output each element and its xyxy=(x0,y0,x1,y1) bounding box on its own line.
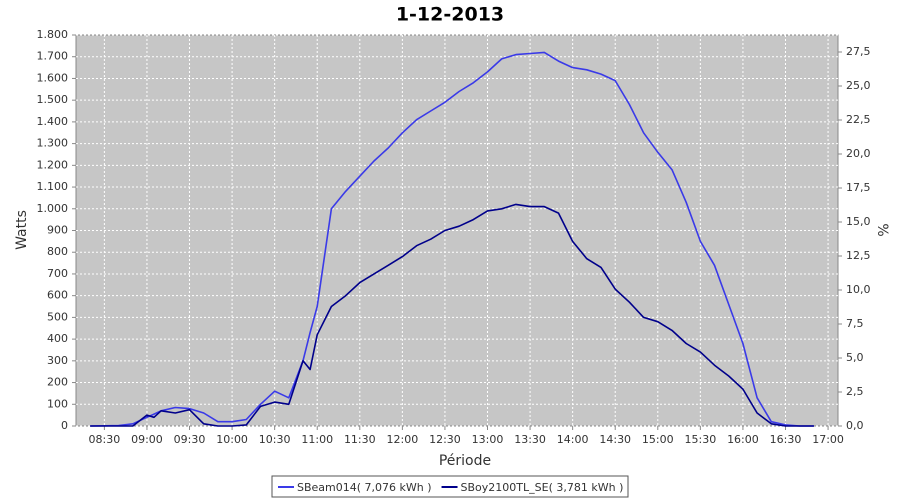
y-tick-label: 1.100 xyxy=(37,180,69,193)
x-axis-label: Période xyxy=(439,453,491,469)
y-tick-label: 500 xyxy=(47,310,68,323)
y-tick-label: 1.200 xyxy=(37,158,69,171)
y2-tick-label: 25,0 xyxy=(846,79,871,92)
y2-tick-label: 15,0 xyxy=(846,215,871,228)
y-tick-label: 100 xyxy=(47,397,68,410)
y2-tick-label: 5,0 xyxy=(846,351,864,364)
x-tick-label: 08:30 xyxy=(89,433,121,446)
y-tick-label: 1.600 xyxy=(37,71,69,84)
y2-tick-label: 2,5 xyxy=(846,385,864,398)
x-tick-label: 12:30 xyxy=(429,433,461,446)
x-tick-label: 13:30 xyxy=(514,433,546,446)
x-tick-label: 10:00 xyxy=(216,433,248,446)
x-tick-label: 15:00 xyxy=(642,433,674,446)
y-tick-label: 700 xyxy=(47,267,68,280)
y2-tick-label: 22,5 xyxy=(846,113,871,126)
x-tick-label: 09:30 xyxy=(174,433,206,446)
series-line xyxy=(90,203,814,427)
y-tick-label: 1.700 xyxy=(37,50,69,63)
legend-label: SBoy2100TL_SE( 3,781 kWh ) xyxy=(461,481,624,494)
y-tick-label: 1.800 xyxy=(37,28,69,41)
x-tick-label: 14:30 xyxy=(599,433,631,446)
x-tick-label: 15:30 xyxy=(685,433,717,446)
y-tick-label: 1.300 xyxy=(37,137,69,150)
x-tick-label: 11:00 xyxy=(301,433,333,446)
y-tick-label: 900 xyxy=(47,224,68,237)
y-tick-label: 400 xyxy=(47,332,68,345)
y-tick-label: 1.500 xyxy=(37,93,69,106)
y-tick-label: 600 xyxy=(47,289,68,302)
y-tick-label: 0 xyxy=(61,419,68,432)
x-tick-label: 16:30 xyxy=(770,433,802,446)
y-tick-label: 300 xyxy=(47,354,68,367)
y-tick-label: 200 xyxy=(47,376,68,389)
x-tick-label: 12:00 xyxy=(387,433,419,446)
y2-tick-label: 7,5 xyxy=(846,317,864,330)
y2-tick-label: 17,5 xyxy=(846,181,871,194)
chart-title: 1-12-2013 xyxy=(396,4,504,26)
y2-tick-label: 10,0 xyxy=(846,283,871,296)
x-tick-label: 16:00 xyxy=(727,433,759,446)
x-tick-label: 17:00 xyxy=(812,433,844,446)
x-tick-label: 10:30 xyxy=(259,433,291,446)
x-tick-label: 09:00 xyxy=(131,433,163,446)
y2-axis-label: % xyxy=(874,223,890,236)
legend-label: SBeam014( 7,076 kWh ) xyxy=(297,481,432,494)
y-tick-label: 800 xyxy=(47,245,68,258)
y-tick-label: 1.400 xyxy=(37,115,69,128)
series-line xyxy=(90,51,814,427)
x-tick-label: 13:00 xyxy=(472,433,504,446)
y2-tick-label: 20,0 xyxy=(846,147,871,160)
y2-tick-label: 27,5 xyxy=(846,45,871,58)
y2-tick-label: 12,5 xyxy=(846,249,871,262)
y2-tick-label: 0,0 xyxy=(846,419,864,432)
x-tick-label: 14:00 xyxy=(557,433,589,446)
y-axis-label: Watts xyxy=(14,210,30,250)
x-tick-label: 11:30 xyxy=(344,433,376,446)
y-tick-label: 1.000 xyxy=(37,202,69,215)
